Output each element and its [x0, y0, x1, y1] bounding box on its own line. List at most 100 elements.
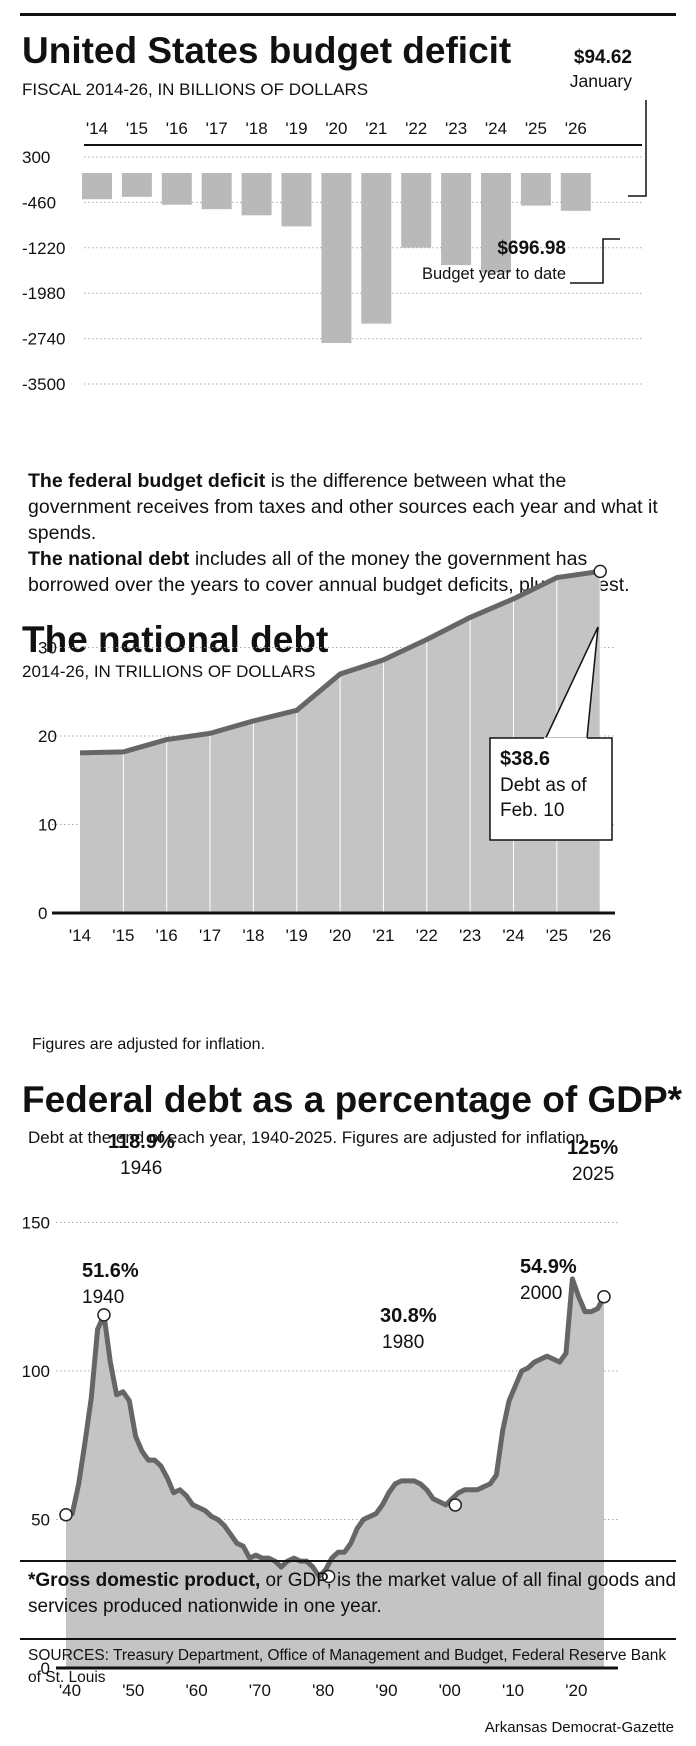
explainer-text: The federal budget deficit is the differ… [28, 468, 668, 598]
gdp-annotation-1940-year: 1940 [82, 1287, 124, 1308]
gdp-area [56, 1276, 618, 1670]
sources-text: SOURCES: Treasury Department, Office of … [28, 1647, 667, 1686]
debt-title: The national debt [22, 619, 328, 660]
deficit-x-tick-label: '18 [246, 119, 268, 138]
explainer-debt: The national debt includes all of the mo… [28, 546, 668, 598]
explainer-deficit-term: The federal budget deficit [28, 470, 266, 492]
footnote-rule [20, 1560, 676, 1562]
deficit-chart: United States budget deficit FISCAL 2014… [22, 30, 647, 394]
gdp-x-tick-label: '80 [312, 1681, 334, 1700]
gdp-x-tick-label: '10 [502, 1681, 524, 1700]
debt-callout-value: $38.6 [500, 748, 550, 770]
debt-x-ticks: '14 '15 '16 '17 '18 '19 '20 '21 '22 '23 '24 '25 '26 [69, 926, 611, 945]
deficit-x-tick-label: '26 [565, 119, 587, 138]
debt-area [52, 564, 615, 915]
callout-ytd-leader [570, 238, 620, 284]
debt-subtitle: 2014-26, IN TRILLIONS OF DOLLARS [22, 662, 316, 681]
deficit-x-ticks: '14 '15 '16 '17 '18 '19 '20 '21 '22 '23 '24 '25 '26 [84, 119, 642, 146]
explainer-debt-term: The national debt [28, 548, 190, 570]
deficit-bar [321, 173, 352, 344]
deficit-y-tick-label: -1980 [22, 284, 65, 303]
gdp-annotation-2000-value: 54.9% [520, 1256, 577, 1278]
gdp-footnote-definition: or GDP, is the market value of all final… [28, 1570, 677, 1617]
gdp-annotation-2000-year: 2000 [520, 1283, 562, 1304]
debt-x-tick-label: '21 [372, 926, 394, 945]
debt-x-tick-label: '19 [286, 926, 308, 945]
debt-y-tick-label: 20 [38, 727, 57, 746]
gdp-title: Federal debt as a percentage of GDP* [22, 1079, 683, 1120]
deficit-y-tick-label: -3500 [22, 375, 65, 394]
gdp-annotation-1980-value: 30.8% [380, 1305, 437, 1327]
gdp-annotation-2025-year: 2025 [572, 1164, 614, 1185]
gdp-area-fill [66, 1278, 604, 1668]
gdp-x-tick-label: '60 [186, 1681, 208, 1700]
gdp-highlight-points [59, 1290, 611, 1584]
gdp-y-ticks: 0 50 100 150 [22, 1214, 50, 1679]
deficit-y-tick-label: -460 [22, 193, 56, 212]
explainer-deficit: The federal budget deficit is the differ… [28, 468, 668, 546]
gdp-x-tick-label: '50 [122, 1681, 144, 1700]
debt-y-tick-label: 0 [38, 904, 47, 923]
debt-x-tick-label: '16 [156, 926, 178, 945]
debt-x-tick-label: '17 [199, 926, 221, 945]
debt-x-tick-label: '22 [416, 926, 438, 945]
deficit-x-tick-label: '24 [485, 119, 507, 138]
gdp-x-ticks: '40 '50 '60 '70 '80 '90 '00 '10 '20 [59, 1681, 588, 1700]
deficit-x-tick-label: '14 [86, 119, 108, 138]
debt-x-tick-label: '24 [502, 926, 524, 945]
callout-january-leader [628, 100, 647, 197]
debt-y-tick-label: 10 [38, 816, 57, 835]
callout-january-value: $94.62 [574, 47, 632, 68]
debt-y-tick-label: 30 [38, 639, 57, 658]
debt-y-ticks: 0 10 20 30 [38, 639, 57, 924]
deficit-bars [82, 173, 591, 344]
gdp-x-tick-label: '70 [249, 1681, 271, 1700]
debt-callout-line2: Feb. 10 [500, 800, 564, 821]
explainer-deficit-definition: is the difference between what the gover… [28, 470, 658, 544]
deficit-bar [361, 173, 392, 324]
debt-x-tick-label: '15 [112, 926, 134, 945]
deficit-bar [281, 173, 312, 227]
gdp-annotation-1940-value: 51.6% [82, 1260, 139, 1282]
debt-endpoint-marker [593, 564, 607, 579]
callout-january-label: January [570, 71, 633, 91]
national-debt-chart: The national debt 2014-26, IN TRILLIONS … [22, 564, 615, 1053]
gdp-x-tick-label: '20 [565, 1681, 587, 1700]
gdp-x-tick-label: '00 [439, 1681, 461, 1700]
deficit-bar [82, 173, 112, 200]
sources-rule [20, 1638, 676, 1640]
deficit-title: United States budget deficit [22, 30, 511, 71]
debt-x-tick-label: '23 [459, 926, 481, 945]
debt-x-tick-label: '14 [69, 926, 91, 945]
callout-ytd-label: Budget year to date [422, 265, 566, 283]
deficit-subtitle: FISCAL 2014-26, IN BILLIONS OF DOLLARS [22, 80, 368, 99]
gdp-highlight-marker [448, 1498, 463, 1512]
debt-inflation-note: Figures are adjusted for inflation. [32, 1036, 265, 1053]
gdp-x-tick-label: '90 [375, 1681, 397, 1700]
gdp-y-tick-label: 50 [31, 1511, 50, 1530]
deficit-x-tick-label: '20 [325, 119, 347, 138]
deficit-bar [560, 173, 591, 211]
deficit-x-tick-label: '17 [206, 119, 228, 138]
debt-line [79, 568, 601, 756]
debt-x-tick-label: '25 [546, 926, 568, 945]
gdp-highlight-marker [597, 1290, 611, 1304]
deficit-x-tick-label: '23 [445, 119, 467, 138]
gdp-x-tick-label: '40 [59, 1681, 81, 1700]
gdp-highlight-marker [97, 1308, 111, 1322]
deficit-y-ticks: 300 -460 -1220 -1980 -2740 -3500 [22, 148, 65, 394]
gdp-subtitle: Debt at the end of each year, 1940-2025.… [28, 1128, 589, 1147]
callout-ytd-value: $696.98 [497, 238, 566, 259]
gdp-annotation-1946-year: 1946 [120, 1158, 162, 1179]
deficit-y-tick-label: 300 [22, 148, 50, 167]
gdp-footnote-term: *Gross domestic product, [28, 1570, 261, 1591]
gdp-annotation-1980-year: 1980 [382, 1332, 424, 1353]
debt-x-tick-label: '26 [589, 926, 611, 945]
deficit-x-tick-label: '22 [405, 119, 427, 138]
explainer-debt-definition: includes all of the money the government… [28, 548, 630, 596]
deficit-bar [401, 173, 432, 248]
deficit-bar [201, 173, 232, 210]
gdp-y-tick-label: 150 [22, 1214, 50, 1233]
deficit-x-tick-label: '21 [365, 119, 387, 138]
debt-x-tick-label: '20 [329, 926, 351, 945]
